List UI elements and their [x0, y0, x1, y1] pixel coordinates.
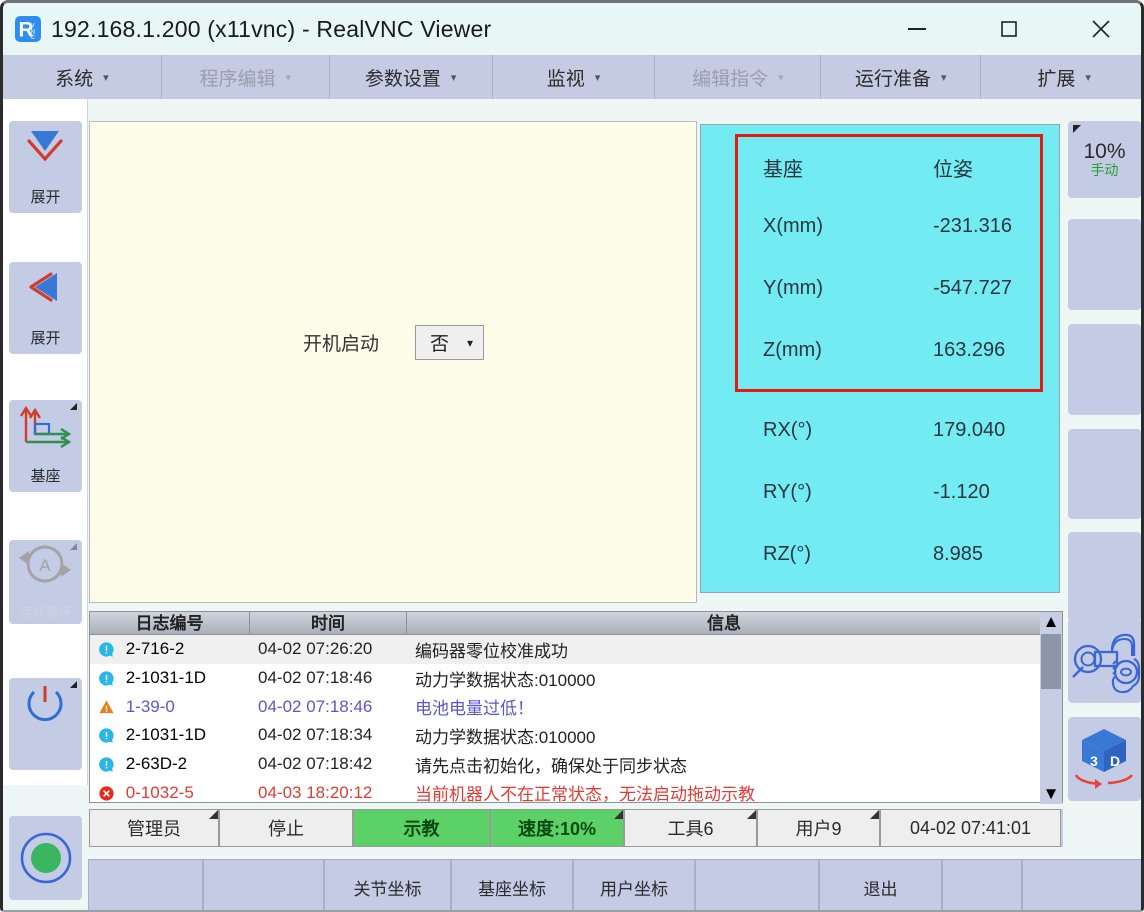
svg-text:3: 3	[1090, 753, 1098, 769]
svg-text:C: C	[31, 34, 36, 41]
svg-text:A: A	[39, 556, 51, 575]
svg-text:D: D	[1110, 753, 1120, 769]
